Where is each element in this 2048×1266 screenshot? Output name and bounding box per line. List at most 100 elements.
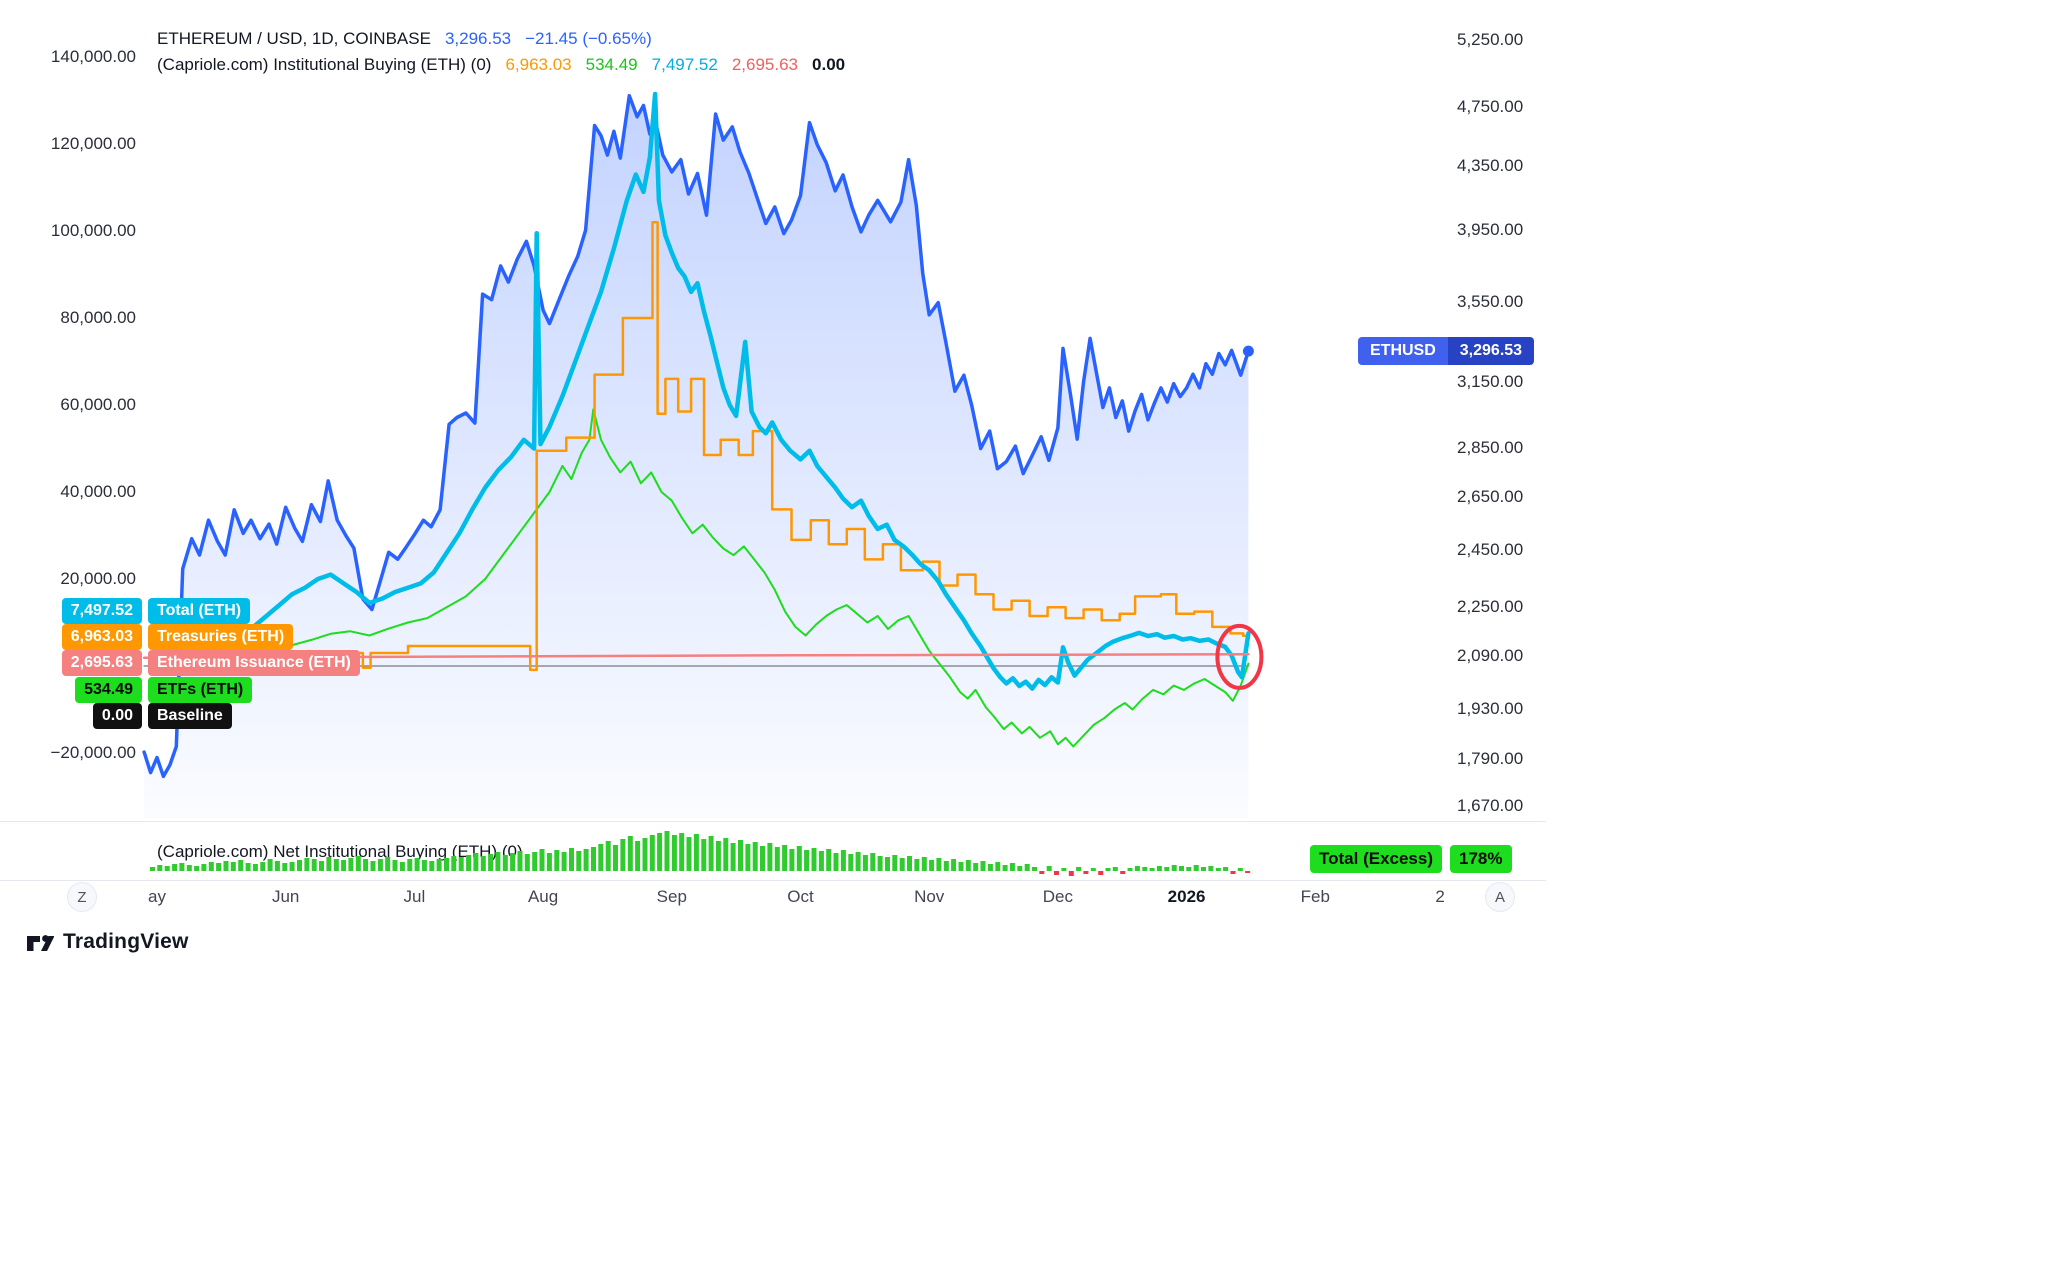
net-buying-bar [392,860,398,871]
net-buying-bar [348,858,354,871]
net-buying-bar [554,850,560,871]
net-buying-bar [414,858,420,871]
x-axis-label[interactable]: Oct [787,887,814,906]
net-buying-bar [488,854,494,871]
net-buying-bar [1054,871,1059,875]
indicator-legend-row[interactable]: (Capriole.com) Institutional Buying (ETH… [157,55,845,75]
net-buying-bar [826,849,832,871]
right-axis-tick[interactable]: 1,790.00 [1457,749,1524,769]
net-buying-bar [664,831,670,871]
series-name-badge: Treasuries (ETH) [148,624,294,650]
annotation-ellipse[interactable] [1215,623,1264,690]
left-axis-tick[interactable]: 80,000.00 [60,308,136,327]
series-name-badge: Total (ETH) [148,598,251,624]
right-axis-tick[interactable]: 4,750.00 [1457,96,1524,116]
net-buying-bar [444,858,449,871]
left-axis-tick[interactable]: 120,000.00 [50,134,136,153]
right-axis-tick[interactable]: 1,930.00 [1457,699,1524,719]
tradingview-logo[interactable]: TradingView [24,927,189,957]
net-buying-bar [1164,867,1170,871]
right-axis-tick[interactable]: 2,650.00 [1457,487,1524,507]
net-buying-bar [1017,866,1023,871]
indicator-title[interactable]: (Capriole.com) Institutional Buying (ETH… [157,55,492,74]
net-buying-bar [958,862,964,871]
net-buying-bar [1120,871,1126,874]
net-buying-bar [164,866,170,871]
bottom-pane-title[interactable]: (Capriole.com) Net Institutional Buying … [157,842,523,861]
left-axis-tick[interactable]: −20,000.00 [50,743,136,762]
net-buying-bar [613,845,618,871]
x-axis-label[interactable]: Dec [1042,887,1073,906]
last-price-label: 3,296.53 [1447,337,1535,365]
right-axis-tick[interactable]: 5,250.00 [1457,30,1524,49]
net-buying-bar [157,865,163,871]
net-buying-bar [363,859,369,871]
scroll-left-button[interactable]: Z [67,882,97,912]
net-buying-bar [370,861,376,871]
right-axis-tick[interactable]: 3,950.00 [1457,220,1524,240]
left-axis-tick[interactable]: 20,000.00 [60,569,136,588]
net-buying-bar [635,841,641,871]
net-buying-bar [230,862,236,871]
x-axis-label[interactable]: Jul [403,887,426,906]
series-value-badge: 7,497.52 [61,598,142,624]
net-buying-bar [458,857,464,871]
right-axis-tick[interactable]: 2,850.00 [1457,438,1524,458]
net-buying-bar [172,864,178,871]
x-axis-label[interactable]: Sep [656,887,687,906]
right-axis-tick[interactable]: 2,090.00 [1457,645,1524,665]
x-axis-label[interactable]: Feb [1300,887,1330,906]
net-buying-bar [767,843,773,871]
left-axis-tick[interactable]: 60,000.00 [60,395,136,414]
symbol-legend-row[interactable]: ETHEREUM / USD, 1D, COINBASE 3,296.53 −2… [157,29,652,49]
series-value-badge: 534.49 [75,677,142,703]
net-buying-bar [899,858,905,871]
net-buying-bar [877,856,883,871]
series-label-row: 7,497.52 Total (ETH) [36,598,251,624]
right-axis-tick[interactable]: 4,350.00 [1457,155,1524,175]
net-buying-bar [377,859,383,871]
net-buying-bar [223,861,229,871]
right-axis-tick[interactable]: 2,450.00 [1457,539,1524,559]
net-buying-bar [620,839,626,871]
pane-divider[interactable] [0,821,1546,822]
net-buying-bar [1186,867,1192,871]
net-buying-bar [605,841,611,871]
right-axis-tick[interactable]: 1,670.00 [1457,795,1524,815]
net-buying-bar [1208,866,1214,871]
left-axis-tick[interactable]: 100,000.00 [50,221,136,240]
net-buying-bar [473,853,479,871]
left-axis-tick[interactable]: 40,000.00 [60,482,136,501]
net-buying-bar [591,847,596,871]
scroll-right-button[interactable]: A [1485,882,1515,912]
net-buying-bar [1179,866,1184,871]
x-axis-label[interactable]: Nov [914,887,945,906]
x-axis-label[interactable]: Jun [271,887,300,906]
x-axis-label[interactable]: 2026 [1167,887,1206,906]
total-excess-value-badge: 178% [1450,845,1512,873]
right-axis-tick[interactable]: 2,250.00 [1457,596,1524,616]
symbol-title[interactable]: ETHEREUM / USD, 1D, COINBASE [157,29,431,48]
symbol-ticker-label: ETHUSD [1358,337,1448,365]
left-axis-tick[interactable]: 140,000.00 [50,47,136,66]
right-axis-tick[interactable]: 3,550.00 [1457,291,1524,311]
right-axis-tick[interactable]: 3,150.00 [1457,371,1524,391]
last-price-badge: ETHUSD 3,296.53 [1358,337,1535,365]
net-buying-bar [1090,868,1096,871]
net-buying-bar [238,860,244,871]
etfs-line [213,408,1250,748]
net-buying-bar [1223,867,1229,871]
net-buying-bar [1098,871,1104,875]
x-axis-label[interactable]: Aug [527,887,559,906]
net-buying-bar [282,863,288,871]
net-buying-bar [657,833,663,871]
indicator-value-baseline: 0.00 [812,55,846,74]
net-buying-bar [407,859,413,871]
net-buying-bar [1046,866,1052,871]
indicator-value-issuance: 2,695.63 [731,55,799,74]
x-axis-label[interactable]: ay [148,887,166,906]
x-axis-label[interactable]: 2 [1435,887,1445,906]
net-buying-bar [1171,865,1177,871]
net-buying-bar [532,852,538,871]
